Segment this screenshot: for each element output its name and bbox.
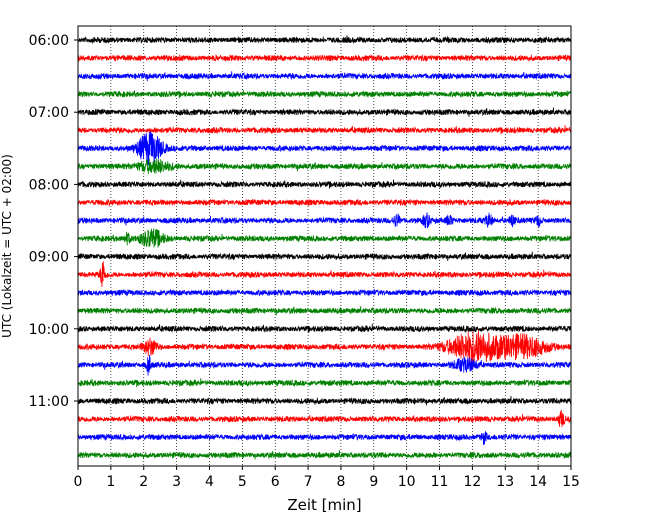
grid-lines	[110, 26, 539, 466]
trace-group	[77, 35, 572, 460]
x-axis-label: Zeit [min]	[287, 496, 361, 514]
x-tick-label-7: 7	[304, 474, 313, 490]
seismic-trace-8	[77, 179, 572, 189]
y-tick-label-5: 11:00	[29, 394, 69, 410]
seismic-trace-7	[77, 158, 572, 174]
seismic-trace-4	[77, 107, 572, 117]
seismic-trace-19	[77, 378, 572, 388]
seismic-trace-0	[77, 35, 572, 45]
seismic-trace-20	[77, 395, 572, 406]
seismic-trace-2	[77, 71, 572, 82]
seismic-trace-6	[77, 131, 572, 166]
seismic-trace-17	[77, 330, 572, 364]
y-axis-label: UTC (Lokalzeit = UTC + 02:00)	[0, 154, 14, 338]
x-tick-label-8: 8	[336, 474, 345, 490]
x-tick-label-9: 9	[369, 474, 378, 490]
x-tick-label-15: 15	[562, 474, 580, 490]
seismic-trace-5	[77, 125, 572, 135]
x-tick-label-3: 3	[172, 474, 181, 490]
x-tick-label-1: 1	[106, 474, 115, 490]
seismic-trace-23	[77, 450, 572, 460]
x-tick-label-2: 2	[139, 474, 148, 490]
x-tick-label-5: 5	[238, 474, 247, 490]
x-tick-label-11: 11	[431, 474, 449, 490]
seismic-trace-1	[77, 53, 572, 63]
seismic-trace-14	[77, 288, 572, 297]
y-tick-label-1: 07:00	[29, 105, 69, 121]
seismic-trace-12	[77, 251, 572, 261]
seismic-trace-21	[77, 409, 572, 428]
seismic-trace-9	[77, 198, 572, 207]
x-tick-label-12: 12	[463, 474, 481, 490]
seismic-trace-13	[77, 261, 572, 288]
y-axis-ticks: 06:00 07:00 08:00 09:00 10:00 11:00	[29, 33, 78, 410]
plot-frame	[77, 25, 572, 467]
seismic-trace-10	[77, 212, 572, 229]
seismic-trace-22	[77, 431, 572, 446]
y-tick-label-0: 06:00	[29, 33, 69, 49]
x-tick-label-0: 0	[74, 474, 83, 490]
y-tick-label-3: 09:00	[29, 250, 69, 266]
x-tick-label-4: 4	[205, 474, 214, 490]
seismic-trace-11	[77, 228, 572, 248]
x-tick-label-10: 10	[398, 474, 416, 490]
seismic-trace-3	[77, 89, 572, 99]
y-tick-label-4: 10:00	[29, 322, 69, 338]
x-tick-label-14: 14	[529, 474, 547, 490]
x-tick-label-13: 13	[496, 474, 514, 490]
seismic-trace-18	[77, 354, 572, 376]
x-tick-label-6: 6	[271, 474, 280, 490]
y-tick-label-2: 08:00	[29, 177, 69, 193]
seismic-trace-16	[77, 323, 572, 334]
seismic-trace-15	[77, 306, 572, 316]
x-axis-ticks: 0 1 2 3 4 5 6 7 8 9 10 11 12 13 14 15	[74, 466, 580, 490]
